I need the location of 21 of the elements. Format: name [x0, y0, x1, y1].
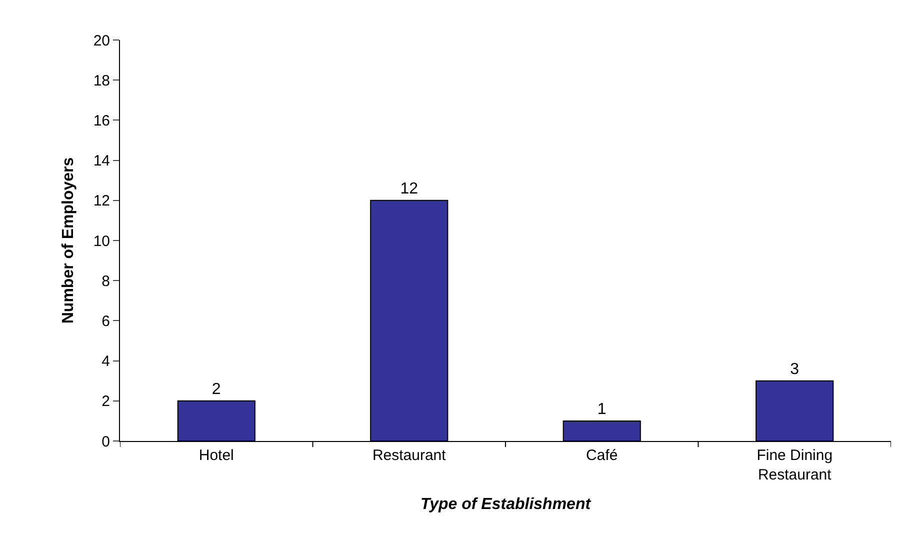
- y-tick-label: 2: [102, 393, 110, 410]
- y-tick-label: 14: [93, 152, 110, 170]
- y-tick-label: 20: [93, 32, 110, 50]
- y-tick-label: 12: [93, 192, 110, 210]
- data-label: 12: [400, 180, 418, 198]
- x-tick-label: Restaurant: [372, 447, 447, 464]
- x-tick-label: Hotel: [198, 447, 234, 464]
- y-tick-label: 18: [93, 72, 110, 90]
- x-axis-title: Type of Establishment: [420, 496, 592, 514]
- data-label: 3: [790, 360, 800, 378]
- data-label: 2: [212, 380, 221, 398]
- x-tick-label: Fine Dining Restaurant: [756, 447, 833, 484]
- x-tick-label: Café: [586, 447, 618, 464]
- y-tick-label: 16: [93, 112, 110, 130]
- y-tick-label: 10: [93, 232, 110, 250]
- y-axis-title: Number of Employers: [60, 157, 78, 324]
- y-tick-label: 0: [102, 433, 110, 450]
- y-tick-label: 8: [102, 272, 110, 290]
- data-label: 1: [597, 400, 606, 418]
- y-tick-label: 4: [102, 353, 110, 370]
- y-tick-label: 6: [102, 312, 110, 330]
